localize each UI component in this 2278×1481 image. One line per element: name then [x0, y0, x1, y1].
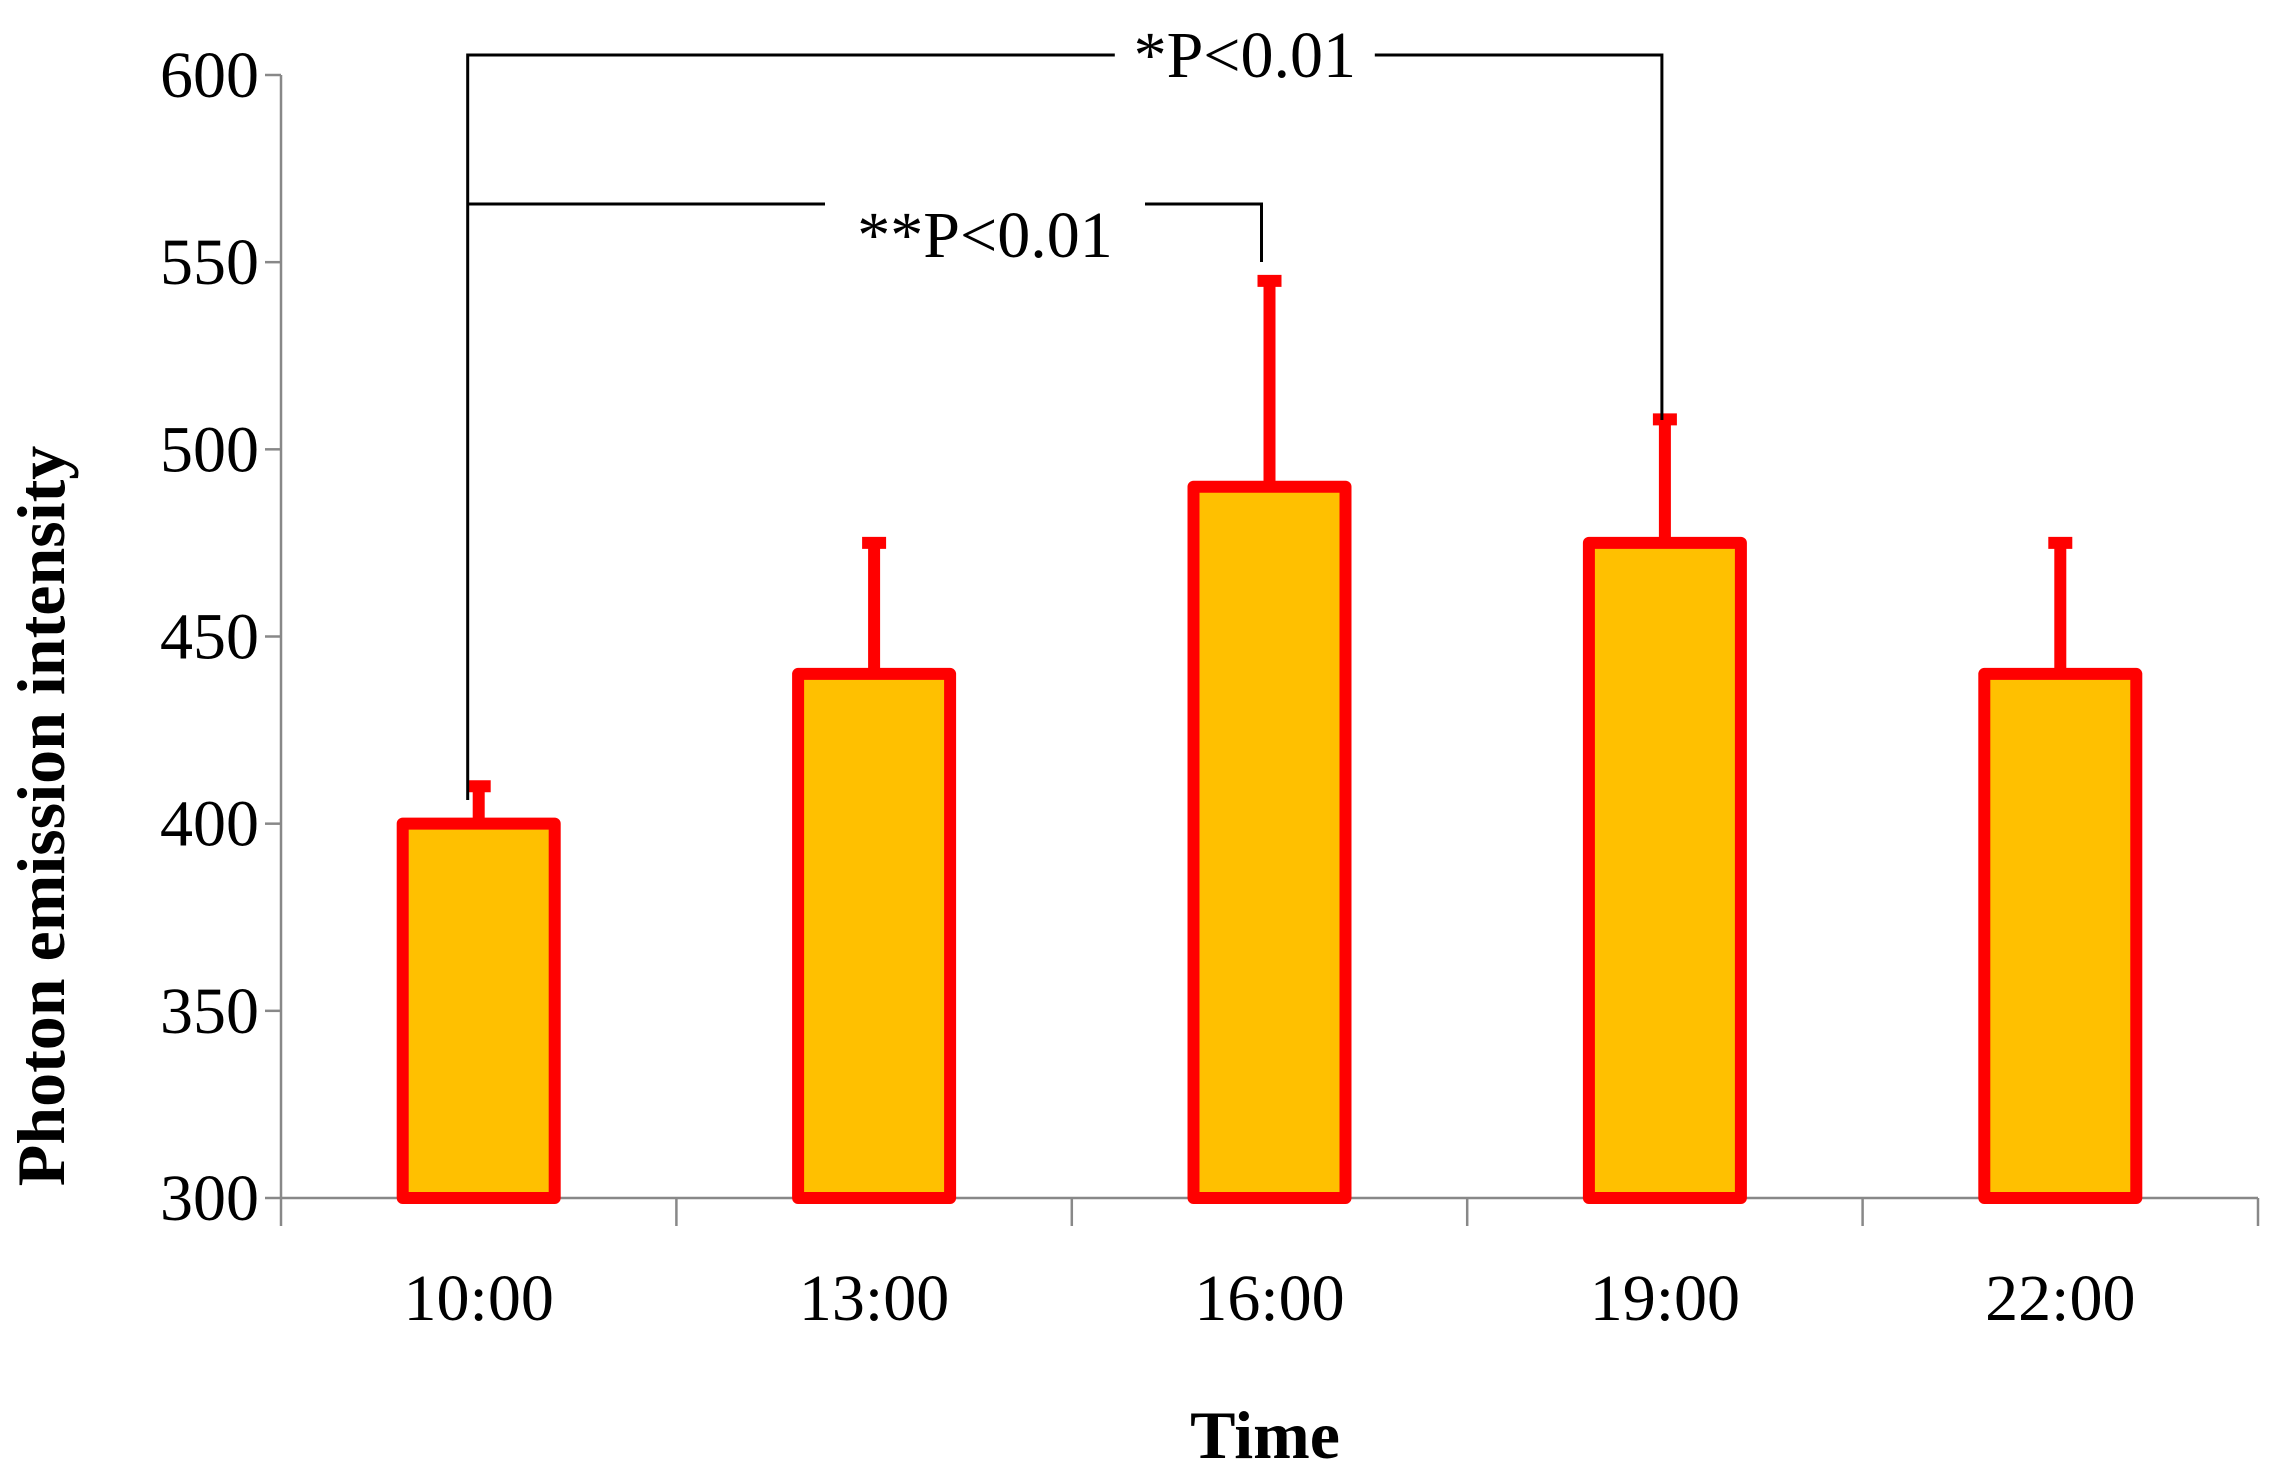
x-axis: 10:00 13:00 16:00 19:00 22:00	[279, 1196, 2260, 1335]
label-mask	[1114, 15, 1375, 95]
y-tick-label: 550	[160, 226, 259, 299]
y-axis: 300 350 400 450 500 550 600	[160, 39, 283, 1235]
y-tick-label: 500	[160, 413, 259, 486]
x-tick-label: 10:00	[404, 1262, 554, 1335]
bars	[396, 274, 2143, 1205]
significance-annotations: *P<0.01 **P<0.01	[466, 15, 1664, 800]
bar	[1978, 667, 2143, 1204]
bar	[396, 817, 561, 1205]
label-mask	[825, 184, 1145, 274]
y-tick-label: 350	[160, 975, 259, 1048]
y-tick-label: 400	[160, 788, 259, 861]
y-tick-label: 300	[160, 1162, 259, 1235]
significance-label: **P<0.01	[857, 199, 1112, 272]
significance-bracket	[466, 53, 1664, 800]
significance-bracket	[467, 202, 1263, 262]
y-axis-title: Photon emission intensity	[3, 446, 79, 1187]
x-tick-label: 13:00	[799, 1262, 949, 1335]
x-tick-label: 16:00	[1194, 1262, 1344, 1335]
bar	[1187, 480, 1352, 1204]
bar	[1582, 536, 1747, 1204]
significance-label: *P<0.01	[1134, 19, 1356, 92]
x-tick-label: 19:00	[1590, 1262, 1740, 1335]
y-tick-label: 450	[160, 601, 259, 674]
y-tick-label: 600	[160, 39, 259, 112]
x-axis-title: Time	[1190, 1397, 1340, 1473]
x-tick-label: 22:00	[1985, 1262, 2135, 1335]
bar	[792, 667, 957, 1204]
